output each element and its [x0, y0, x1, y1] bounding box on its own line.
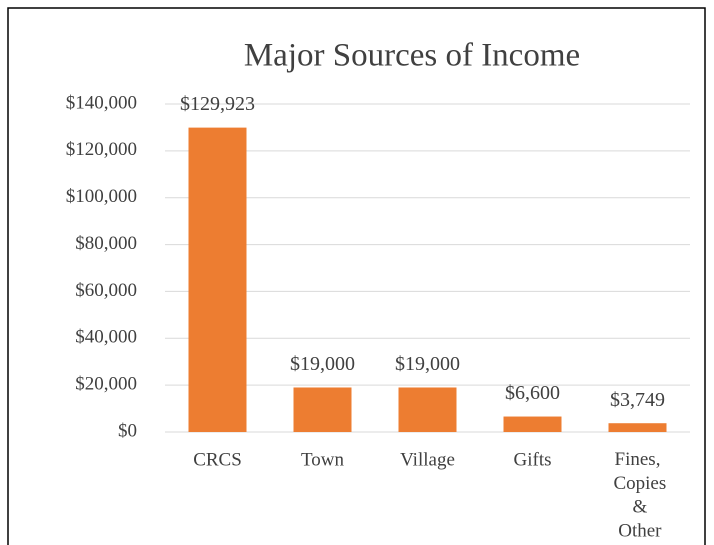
- y-tick-label: $80,000: [75, 233, 137, 254]
- x-tick-label: Village: [400, 449, 455, 470]
- y-tick-label: $140,000: [66, 92, 137, 113]
- value-label: $19,000: [290, 353, 355, 375]
- bar: [398, 387, 457, 432]
- bar: [293, 387, 352, 432]
- y-tick-label: $120,000: [66, 139, 137, 160]
- bar: [608, 423, 667, 432]
- x-tick-label: Gifts: [514, 449, 552, 470]
- y-tick-label: $0: [118, 420, 137, 441]
- chart-title: Major Sources of Income: [244, 38, 580, 74]
- x-tick-label: Fines, Copies & Other: [609, 449, 667, 541]
- x-tick-label: Town: [301, 449, 345, 470]
- bar: [503, 416, 562, 432]
- y-tick-label: $20,000: [75, 374, 137, 395]
- value-label: $19,000: [395, 353, 460, 375]
- bar: [188, 127, 247, 432]
- y-tick-label: $40,000: [75, 327, 137, 348]
- value-label: $6,600: [505, 382, 560, 404]
- y-tick-label: $100,000: [66, 186, 137, 207]
- y-tick-label: $60,000: [75, 280, 137, 301]
- x-tick-label: CRCS: [193, 449, 242, 470]
- chart-frame: [7, 7, 706, 545]
- value-label: $3,749: [610, 389, 665, 411]
- value-label: $129,923: [180, 93, 255, 115]
